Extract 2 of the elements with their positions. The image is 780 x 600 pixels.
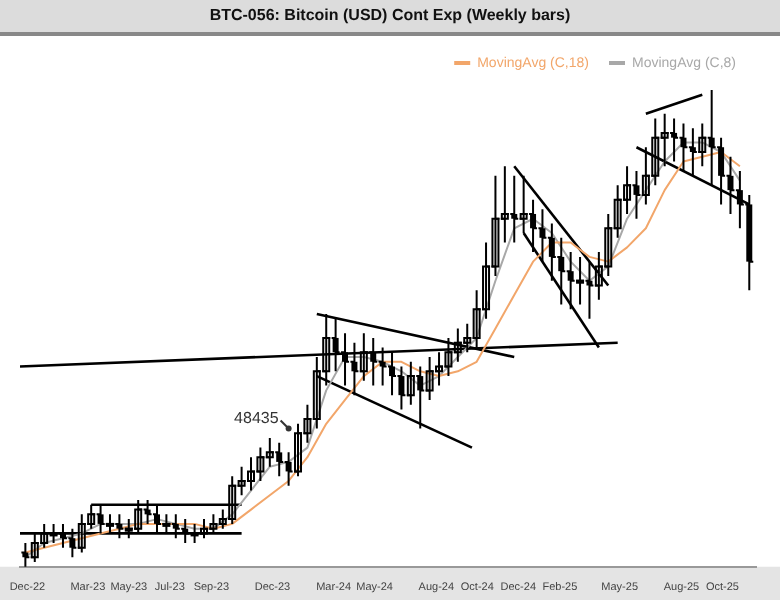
chart-title: BTC-056: Bitcoin (USD) Cont Exp (Weekly bars) <box>0 0 780 36</box>
annotation: 48435 <box>234 408 280 427</box>
